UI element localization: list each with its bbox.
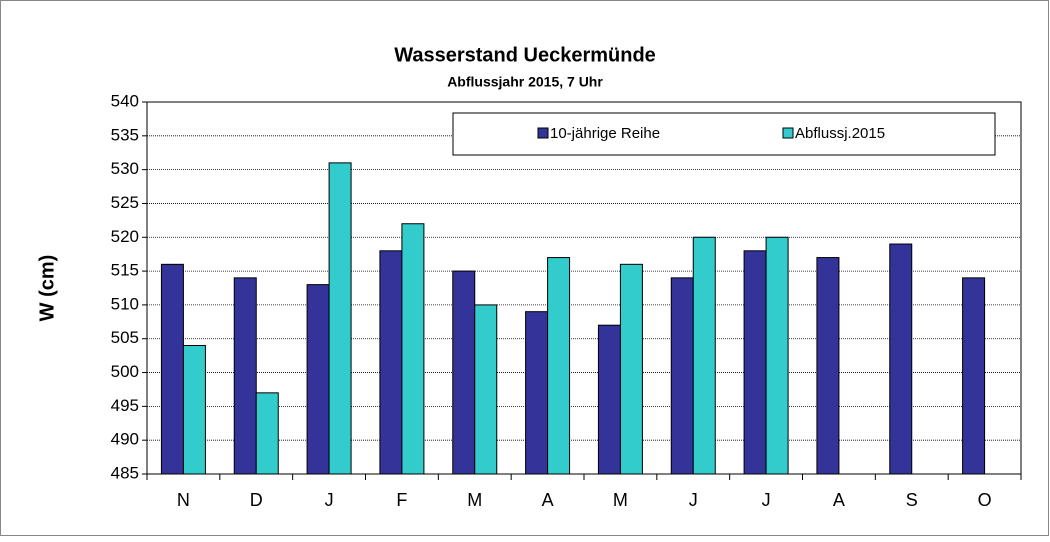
y-tick-label: 520: [111, 227, 139, 246]
y-tick-label: 530: [111, 159, 139, 178]
y-tick-label: 485: [111, 463, 139, 482]
bar: [401, 223, 425, 475]
bar: [670, 277, 694, 475]
bar: [547, 257, 571, 475]
x-tick-label: D: [250, 490, 263, 510]
legend-swatch: [537, 127, 549, 139]
y-tick-label: 500: [111, 362, 139, 381]
legend-label: Abflussj.2015: [795, 125, 885, 142]
bar: [255, 392, 279, 475]
x-tick-label: N: [177, 490, 190, 510]
legend: [452, 112, 996, 156]
y-tick-label: 525: [111, 193, 139, 212]
bar: [816, 257, 840, 475]
bar: [160, 263, 184, 475]
y-tick-label: 495: [111, 396, 139, 415]
x-tick-label: A: [542, 490, 554, 510]
y-tick-label: 510: [111, 294, 139, 313]
x-tick-label: F: [396, 490, 407, 510]
bar: [743, 250, 767, 475]
bar: [306, 284, 330, 475]
bar: [525, 311, 549, 475]
y-tick-label: 490: [111, 430, 139, 449]
bar: [889, 243, 913, 475]
bar: [379, 250, 403, 475]
bar: [765, 236, 789, 475]
y-axis-title: W (cm): [36, 255, 58, 322]
x-tick-label: J: [689, 490, 698, 510]
bar: [474, 304, 498, 475]
x-tick-label: M: [613, 490, 628, 510]
legend-label: 10-jährige Reihe: [550, 125, 660, 142]
bar: [597, 324, 621, 475]
bar: [619, 263, 643, 475]
x-tick-label: J: [325, 490, 334, 510]
x-tick-label: M: [467, 490, 482, 510]
y-tick-label: 515: [111, 261, 139, 280]
y-tick-label: 540: [111, 91, 139, 110]
bar: [692, 236, 716, 475]
chart-title: Wasserstand Ueckermünde: [394, 44, 656, 66]
bar: [182, 344, 206, 475]
bar: [452, 270, 476, 475]
legend-swatch: [782, 127, 794, 139]
bar: [233, 277, 257, 475]
chart-subtitle: Abflussjahr 2015, 7 Uhr: [447, 74, 603, 90]
x-tick-label: A: [833, 490, 845, 510]
bar: [962, 277, 986, 475]
y-tick-label: 535: [111, 125, 139, 144]
x-tick-label: J: [762, 490, 771, 510]
bar: [328, 162, 352, 475]
x-tick-label: S: [906, 490, 918, 510]
x-tick-label: O: [978, 490, 992, 510]
y-tick-label: 505: [111, 328, 139, 347]
